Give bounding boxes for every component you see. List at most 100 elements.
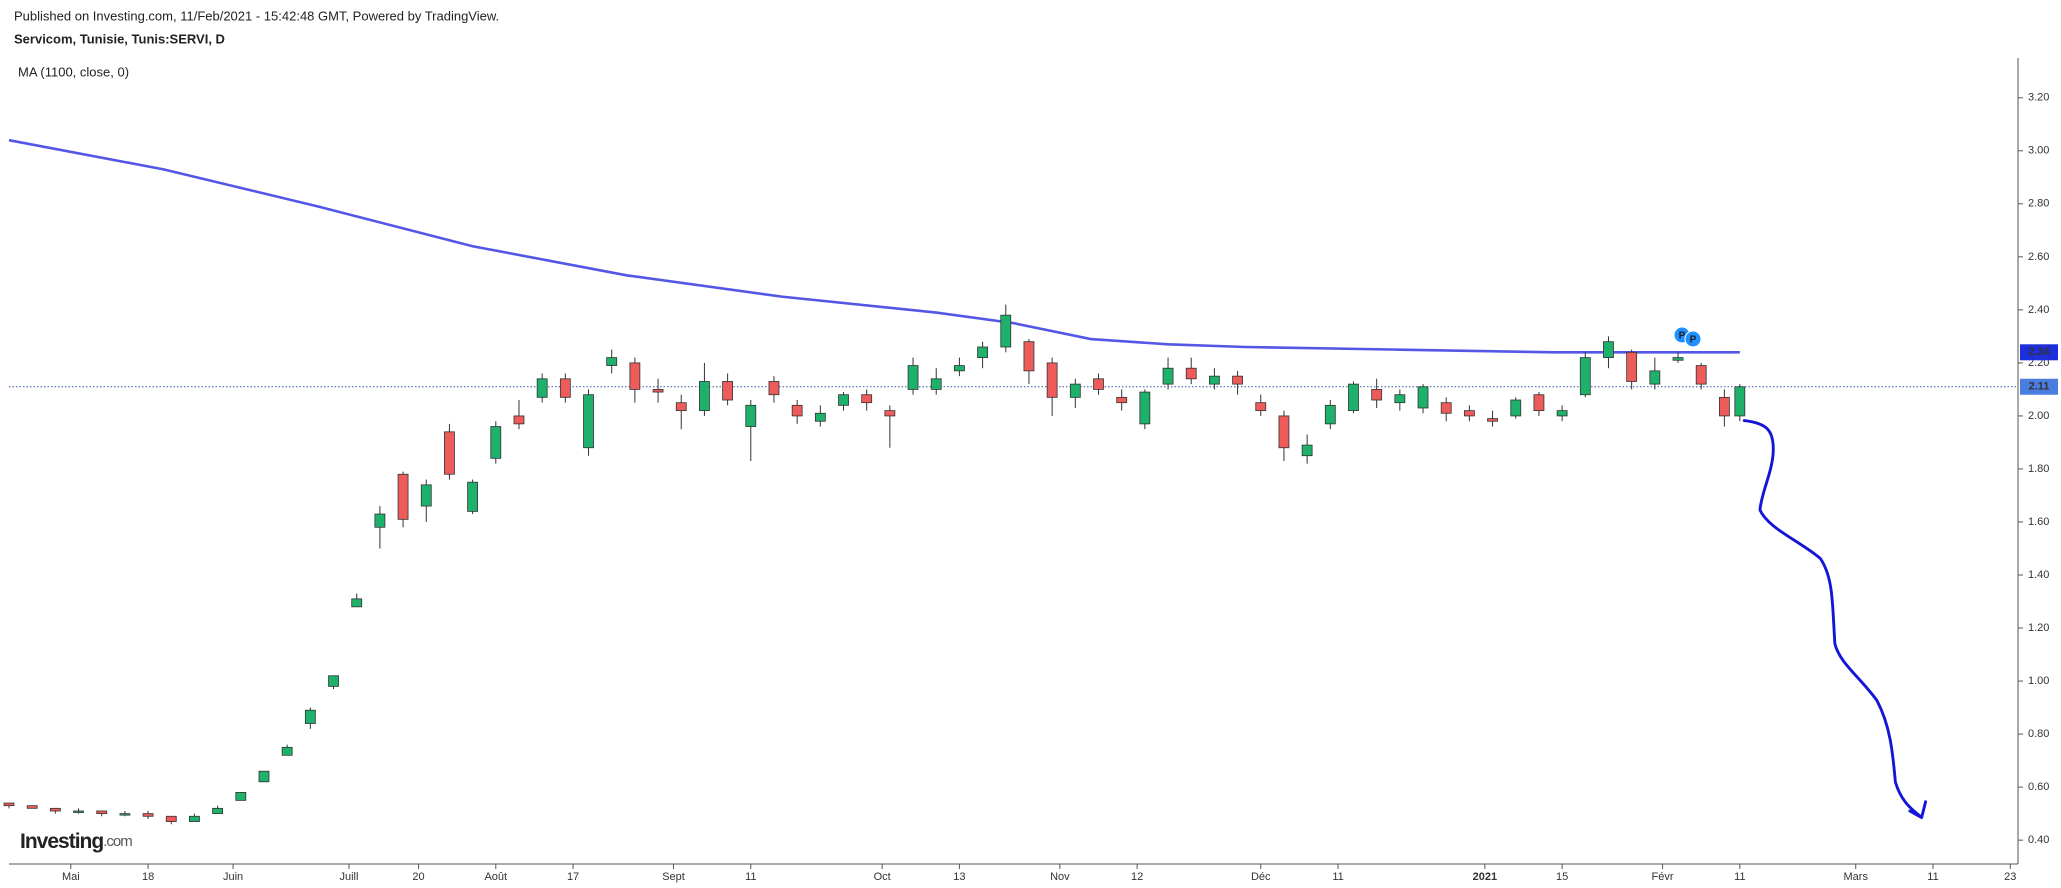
logo: Investing.com: [20, 830, 132, 853]
candle-body: [1649, 370, 1661, 385]
published-note: Published on Investing.com, 11/Feb/2021 …: [14, 8, 499, 23]
indicator-legend: MA (1100, close, 0): [18, 64, 129, 79]
x-tick-label: 15: [1556, 871, 1568, 883]
candle-body: [1626, 351, 1638, 382]
y-tick-label: 0.80: [2028, 728, 2049, 740]
x-tick-label: Mai: [62, 871, 80, 883]
y-tick-label: 2.60: [2028, 251, 2049, 263]
y-tick-label: 1.60: [2028, 516, 2049, 528]
candle-body: [281, 746, 293, 756]
candle-body: [977, 346, 988, 358]
x-tick-label: 2021: [1473, 871, 1497, 883]
logo-name: Investing: [20, 830, 103, 853]
x-tick-label: 11: [1734, 871, 1745, 883]
candle-body: [1162, 367, 1174, 385]
candle-body: [699, 381, 710, 412]
candle-body: [351, 598, 363, 608]
candle-body: [189, 815, 200, 822]
x-tick-label: Oct: [874, 871, 891, 883]
candle-body: [583, 394, 594, 449]
candle-body: [328, 675, 339, 687]
x-tick-label: 18: [142, 871, 154, 883]
last-price-badge: 2.11: [2029, 381, 2050, 393]
symbol-title: Servicom, Tunisie, Tunis:SERVI, D: [14, 31, 225, 46]
y-tick-label: 3.20: [2028, 92, 2049, 104]
candle-body: [165, 815, 177, 822]
ma-price-badge: 2.24: [2028, 346, 2050, 358]
p-marker-label: P: [1679, 331, 1686, 342]
candle-body: [1209, 375, 1220, 385]
p-marker-label: P: [1690, 335, 1697, 346]
candle-body: [675, 402, 687, 412]
candle-body: [1734, 386, 1746, 417]
candle-body: [838, 394, 849, 406]
x-tick-label: Juill: [340, 871, 359, 883]
candle-body: [1440, 402, 1452, 414]
candle-body: [304, 709, 316, 724]
y-tick-label: 2.40: [2028, 304, 2049, 316]
hand-drawn-arrow: [1742, 419, 1928, 820]
candle-body: [374, 513, 386, 528]
x-tick-label: 23: [2004, 871, 2016, 883]
y-tick-label: 1.00: [2028, 675, 2049, 687]
candle-body: [954, 365, 965, 372]
candle-body: [119, 813, 131, 816]
candle-body: [1069, 383, 1081, 398]
candle-body: [1533, 394, 1545, 412]
candle-body: [1487, 418, 1498, 422]
candle-body: [397, 473, 409, 520]
candle-body: [1255, 402, 1267, 412]
candle-body: [1394, 394, 1406, 404]
candle-body: [930, 378, 942, 390]
candle-body: [258, 770, 270, 783]
candle-body: [1417, 386, 1429, 409]
candle-body: [884, 410, 896, 417]
candle-body: [1093, 378, 1104, 390]
candle-body: [444, 431, 455, 475]
candle-body: [559, 378, 571, 398]
candle-body: [1046, 362, 1058, 398]
candle-body: [467, 481, 479, 512]
candle-body: [142, 813, 154, 817]
candle-body: [26, 805, 38, 809]
candle-body: [907, 365, 919, 390]
x-tick-label: 17: [567, 871, 579, 883]
candle-body: [1301, 444, 1313, 457]
x-tick-label: 11: [1927, 871, 1938, 883]
candle-body: [235, 792, 247, 801]
candle-body: [861, 394, 873, 404]
y-tick-label: 1.40: [2028, 569, 2049, 581]
y-tick-label: 2.00: [2028, 410, 2049, 422]
y-tick-label: 3.00: [2028, 145, 2049, 157]
candle-body: [606, 357, 618, 366]
candle-body: [1695, 365, 1707, 385]
x-tick-label: Mars: [1844, 871, 1869, 883]
candle-body: [3, 802, 15, 807]
candle-body: [1000, 314, 1012, 348]
ma-price-badge-bg: [2020, 344, 2058, 361]
x-tick-label: Nov: [1050, 871, 1070, 883]
candle-body: [1185, 367, 1197, 380]
x-tick-label: 20: [412, 871, 424, 883]
x-tick-label: Déc: [1251, 871, 1271, 883]
candle-body: [652, 389, 664, 393]
y-tick-label: 1.20: [2028, 622, 2049, 634]
x-tick-label: 12: [1131, 871, 1143, 883]
candle-body: [96, 810, 108, 815]
candle-body: [745, 404, 757, 427]
last-price-badge-bg: [2020, 378, 2058, 395]
x-tick-label: Févr: [1652, 871, 1674, 883]
candle-body: [1139, 391, 1151, 425]
candle-body: [1463, 410, 1475, 417]
candle-body: [513, 415, 525, 425]
candle-body: [1579, 357, 1591, 396]
candle-body: [629, 362, 641, 390]
candle-body: [1672, 357, 1684, 361]
x-tick-label: Sept: [662, 871, 685, 883]
candle-body: [1510, 399, 1522, 417]
p-marker: [1684, 330, 1702, 348]
candle-body: [73, 810, 84, 813]
x-tick-label: Août: [484, 871, 507, 883]
candle-body: [536, 378, 548, 398]
